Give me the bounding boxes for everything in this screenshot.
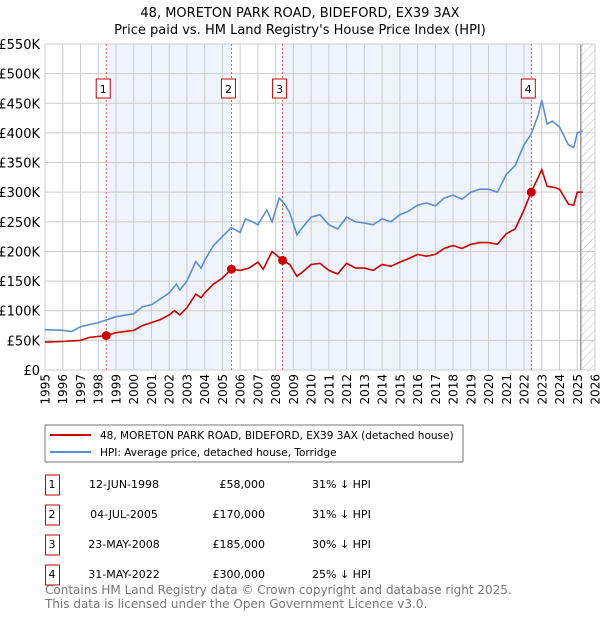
- sale-label-box: [520, 78, 536, 99]
- sale-number-box: [45, 504, 60, 526]
- y-tick-label: £350K: [0, 157, 40, 172]
- x-tick-label: 2017: [429, 374, 443, 405]
- y-tick-label: £500K: [0, 68, 40, 83]
- sale-number: 4: [49, 568, 56, 581]
- x-tick-label: 2019: [464, 374, 478, 405]
- x-tick-label: 2018: [447, 374, 461, 405]
- x-tick-label: 2026: [589, 374, 600, 405]
- sale-point: [226, 264, 236, 274]
- x-tick-label: 2015: [393, 374, 407, 405]
- plot-border: [44, 43, 596, 371]
- x-tick-label: 1998: [92, 374, 106, 405]
- y-tick-label: £450K: [0, 97, 40, 112]
- x-tick-label: 2002: [163, 374, 177, 405]
- x-tick-label: 2004: [198, 374, 212, 405]
- future-hatch: [580, 44, 595, 370]
- sale-label: 2: [225, 83, 232, 96]
- sale-price: £300,000: [213, 568, 266, 581]
- y-tick-label: £400K: [0, 127, 40, 142]
- x-tick-label: 2003: [180, 374, 194, 405]
- sale-date: 23-MAY-2008: [88, 538, 160, 551]
- sale-hpi-diff: 25% ↓ HPI: [312, 568, 371, 581]
- y-tick-label: £550K: [0, 38, 40, 53]
- chart-subtitle: Price paid vs. HM Land Registry's House …: [114, 23, 486, 38]
- chart-title: 48, MORETON PARK ROAD, BIDEFORD, EX39 3A…: [140, 6, 459, 21]
- x-tick-label: 2013: [358, 374, 372, 405]
- sale-number: 3: [49, 538, 56, 551]
- x-tick-label: 2006: [234, 374, 248, 405]
- x-tick-label: 2025: [571, 374, 585, 405]
- footer-line-1: Contains HM Land Registry data © Crown c…: [45, 583, 512, 597]
- x-tick-label: 2012: [340, 374, 354, 405]
- sale-label: 1: [100, 83, 107, 96]
- x-tick-label: 2005: [216, 374, 230, 405]
- legend-label: 48, MORETON PARK ROAD, BIDEFORD, EX39 3A…: [100, 430, 454, 442]
- sale-point: [526, 187, 536, 197]
- sale-price: £58,000: [220, 478, 266, 491]
- x-tick-label: 2014: [376, 374, 390, 405]
- x-tick-label: 2008: [269, 374, 283, 405]
- legend-box: [44, 424, 464, 463]
- x-tick-label: 2010: [305, 374, 319, 405]
- x-tick-label: 2009: [287, 374, 301, 405]
- x-tick-label: 1996: [56, 374, 70, 405]
- x-tick-label: 1995: [39, 374, 53, 405]
- sale-number-box: [45, 564, 60, 586]
- x-tick-label: 1997: [74, 374, 88, 405]
- x-tick-label: 2007: [251, 374, 265, 405]
- y-tick-label: £200K: [0, 245, 40, 260]
- sale-date: 04-JUL-2005: [90, 508, 158, 521]
- sale-point: [101, 331, 111, 341]
- y-tick-label: £100K: [0, 305, 40, 320]
- legend-label: HPI: Average price, detached house, Torr…: [100, 447, 337, 459]
- sale-price: £170,000: [213, 508, 266, 521]
- x-tick-label: 2024: [553, 374, 567, 405]
- sale-point: [278, 255, 288, 265]
- x-tick-label: 2023: [535, 374, 549, 405]
- series-line: [44, 167, 583, 343]
- sale-number: 1: [49, 478, 56, 491]
- x-tick-label: 1999: [109, 374, 123, 405]
- ownership-band: [282, 44, 532, 370]
- x-tick-label: 2020: [482, 374, 496, 405]
- y-tick-label: £250K: [0, 216, 40, 231]
- sale-hpi-diff: 30% ↓ HPI: [312, 538, 371, 551]
- sale-label: 4: [525, 83, 532, 96]
- sale-label: 3: [276, 83, 283, 96]
- sale-price: £185,000: [213, 538, 266, 551]
- y-tick-label: £0: [23, 364, 40, 379]
- sale-hpi-diff: 31% ↓ HPI: [312, 478, 371, 491]
- x-tick-label: 2001: [145, 374, 159, 405]
- y-tick-label: £50K: [7, 334, 41, 349]
- footer-line-2: This data is licensed under the Open Gov…: [44, 597, 427, 611]
- y-tick-label: £150K: [0, 275, 40, 290]
- sale-date: 31-MAY-2022: [88, 568, 160, 581]
- sale-label-box: [95, 78, 111, 99]
- x-tick-label: 2022: [518, 374, 532, 405]
- sale-number-box: [45, 534, 60, 556]
- sale-number-box: [45, 474, 60, 496]
- sale-hpi-diff: 31% ↓ HPI: [312, 508, 371, 521]
- x-tick-label: 2000: [127, 374, 141, 405]
- y-tick-label: £300K: [0, 186, 40, 201]
- sale-label-box: [220, 78, 236, 99]
- sale-label-box: [272, 78, 288, 99]
- series-line: [44, 100, 583, 333]
- sales-table: 1 12-JUN-1998 £58,000 31% ↓ HPI 2 04-JUL-2005…: [45, 474, 371, 586]
- sale-number: 2: [49, 508, 56, 521]
- x-tick-label: 2021: [500, 374, 514, 405]
- x-tick-label: 2011: [322, 374, 336, 405]
- x-tick-label: 2016: [411, 374, 425, 405]
- sale-date: 12-JUN-1998: [89, 478, 159, 491]
- legend: 48, MORETON PARK ROAD, BIDEFORD, EX39 3A…: [44, 424, 464, 463]
